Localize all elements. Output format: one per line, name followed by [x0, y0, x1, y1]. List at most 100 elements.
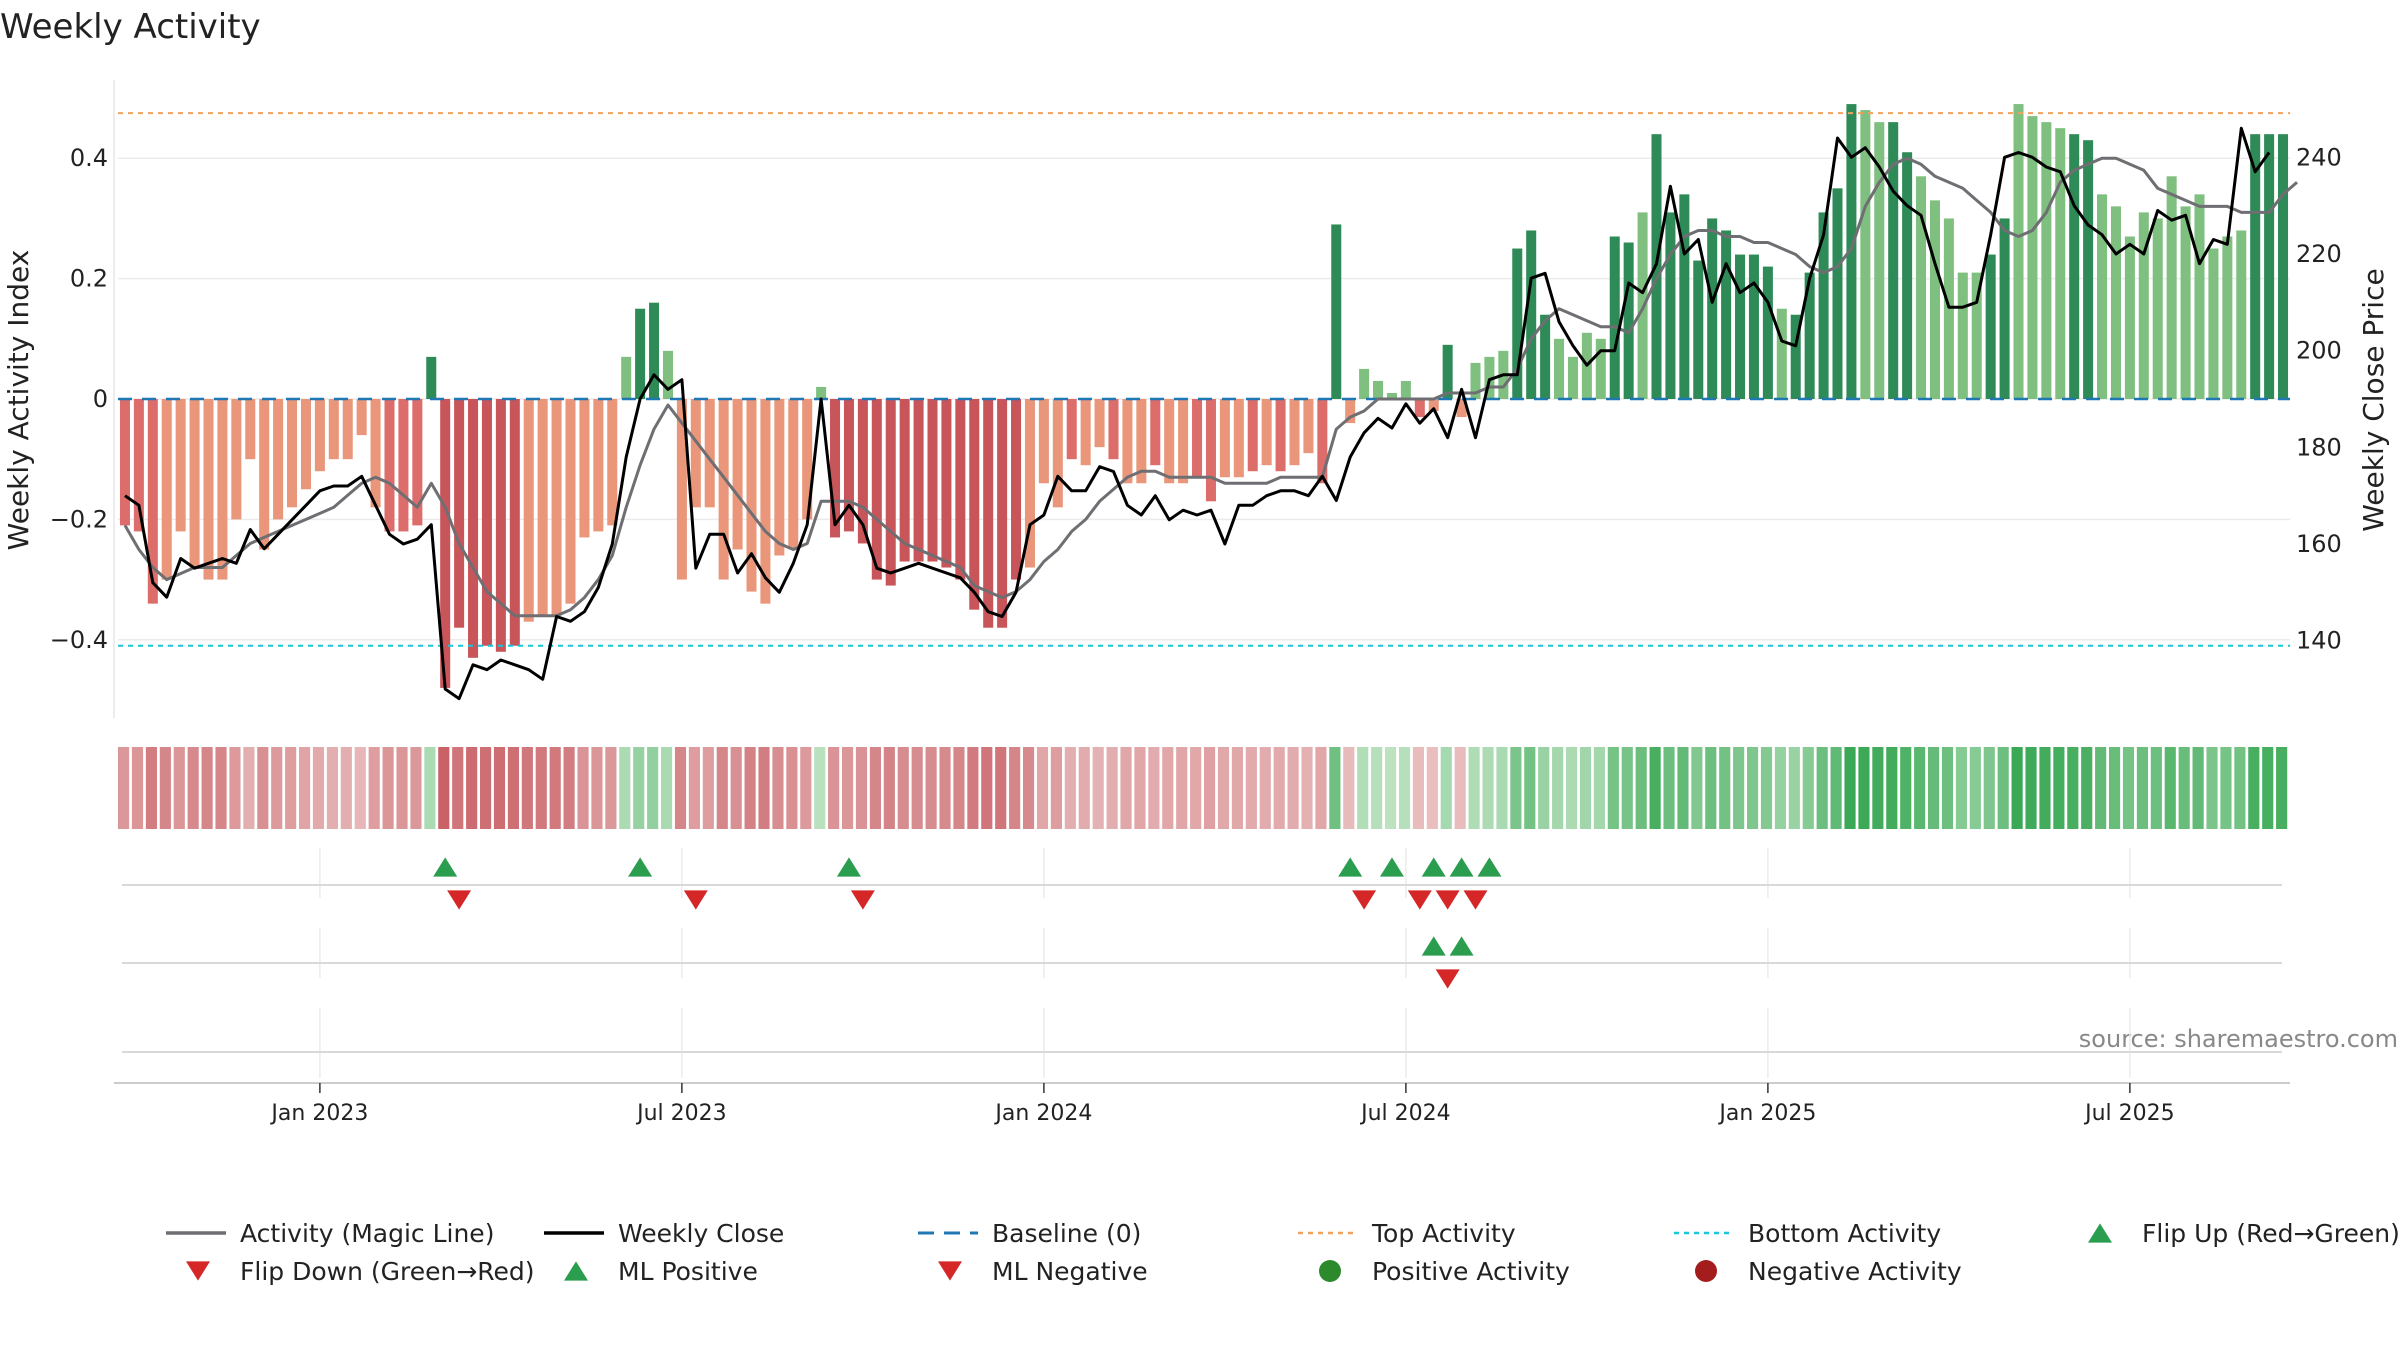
flip-down-marker-93	[1407, 890, 1432, 910]
activity-bar-54	[871, 399, 882, 580]
legend-label-baseline: Baseline (0)	[992, 1219, 1141, 1248]
strip-cell-66	[1036, 747, 1049, 829]
strip-cell-133	[1969, 747, 1981, 829]
activity-bar-93	[1414, 399, 1425, 418]
strip-cell-3	[159, 747, 171, 829]
ml-positive-marker-96	[1449, 936, 1474, 956]
activity-bar-132	[1957, 272, 1968, 399]
x-axis: Jan 2023 Jul 2023 Jan 2024 Jul 2024 Jan 2025…	[114, 1082, 2290, 1126]
activity-bar-51	[830, 399, 841, 538]
strip-cell-119	[1774, 747, 1786, 829]
strip-cell-76	[1176, 747, 1188, 829]
activity-bar-116	[1735, 254, 1746, 399]
strip-cell-43	[716, 747, 728, 829]
activity-bar-151	[2222, 236, 2233, 399]
strip-cell-8	[229, 747, 241, 829]
strip-cell-115	[1719, 747, 1731, 829]
activity-bar-146	[2152, 218, 2163, 399]
activity-bar-4	[175, 399, 186, 532]
activity-bar-86	[1317, 399, 1328, 484]
activity-bar-36	[621, 356, 632, 399]
activity-bar-20	[398, 399, 409, 532]
activity-bar-17	[356, 399, 367, 436]
activity-bar-108	[1623, 242, 1634, 399]
activity-bar-139	[2055, 128, 2066, 399]
strip-cell-112	[1677, 747, 1689, 829]
chart-title: Weekly Activity	[0, 7, 261, 47]
strip-cell-134	[1983, 747, 1995, 829]
strip-cell-34	[591, 747, 603, 829]
strip-cell-59	[939, 747, 951, 829]
strip-cell-96	[1454, 747, 1466, 829]
legend: Activity (Magic Line) Weekly Close Baselin…	[166, 1219, 2400, 1286]
activity-bar-137	[2027, 116, 2038, 399]
activity-bar-70	[1094, 399, 1105, 448]
activity-bar-24	[454, 399, 465, 628]
strip-cell-141	[2081, 747, 2093, 829]
activity-bar-82	[1261, 399, 1272, 466]
activity-bar-15	[328, 399, 339, 460]
activity-bar-90	[1373, 380, 1384, 399]
activity-bar-64	[1011, 399, 1022, 580]
strip-cell-32	[563, 747, 575, 829]
activity-bar-111	[1665, 212, 1676, 399]
strip-cell-49	[800, 747, 812, 829]
strip-cell-150	[2206, 747, 2218, 829]
activity-bar-80	[1233, 399, 1244, 478]
activity-bar-2	[147, 399, 158, 604]
x-tick-label-2: Jan 2024	[993, 1101, 1092, 1126]
legend-label-mlpos: ML Positive	[618, 1257, 758, 1286]
strip-cell-78	[1204, 747, 1216, 829]
activity-bar-39	[662, 350, 673, 399]
strip-cell-109	[1635, 747, 1647, 829]
activity-bar-40	[676, 399, 687, 580]
strip-cell-37	[633, 747, 645, 829]
y-left-tick-label-1: 0.2	[70, 265, 108, 293]
activity-bar-84	[1289, 399, 1300, 466]
strip-cell-60	[953, 747, 965, 829]
activity-bar-57	[913, 399, 924, 562]
strip-cell-77	[1190, 747, 1202, 829]
activity-strip	[118, 747, 2288, 829]
strip-cell-0	[118, 747, 130, 829]
strip-cell-45	[744, 747, 756, 829]
activity-bar-148	[2180, 206, 2191, 399]
strip-cell-92	[1398, 747, 1411, 829]
strip-cell-95	[1440, 747, 1452, 829]
strip-cell-129	[1914, 747, 1926, 829]
activity-bar-44	[732, 399, 743, 550]
strip-cell-35	[605, 747, 617, 829]
activity-bar-25	[468, 399, 479, 658]
strip-cell-61	[967, 747, 979, 829]
strip-cell-38	[647, 747, 659, 829]
weekly-close-line	[124, 126, 2271, 701]
activity-bar-145	[2138, 212, 2149, 399]
strip-cell-26	[480, 747, 492, 829]
strip-cell-132	[1955, 747, 1967, 829]
x-tick-label-4: Jan 2025	[1717, 1101, 1816, 1126]
strip-cell-89	[1357, 747, 1369, 829]
activity-bar-33	[579, 399, 590, 538]
strip-cell-72	[1120, 747, 1132, 829]
activity-bar-56	[899, 399, 910, 562]
activity-bar-62	[983, 399, 994, 628]
strip-cell-111	[1663, 747, 1675, 829]
activity-bar-73	[1136, 399, 1147, 484]
strip-cell-74	[1148, 747, 1160, 829]
y-right-tick-label-1: 220	[2296, 240, 2342, 268]
activity-bar-115	[1721, 230, 1732, 399]
y-left-tick-label-0: 0.4	[70, 144, 108, 172]
activity-bar-19	[384, 399, 395, 532]
strip-cell-39	[661, 747, 673, 829]
activity-bar-22	[426, 356, 437, 399]
activity-bar-10	[259, 399, 270, 550]
strip-cell-120	[1788, 747, 1800, 829]
activity-bar-52	[843, 399, 854, 532]
strip-cell-97	[1468, 747, 1480, 829]
y-axis-left-label: Weekly Activity Index	[2, 250, 35, 551]
activity-bar-131	[1943, 218, 1954, 399]
strip-cell-101	[1524, 747, 1536, 829]
strip-cell-130	[1928, 747, 1940, 829]
strip-cell-152	[2234, 747, 2246, 829]
